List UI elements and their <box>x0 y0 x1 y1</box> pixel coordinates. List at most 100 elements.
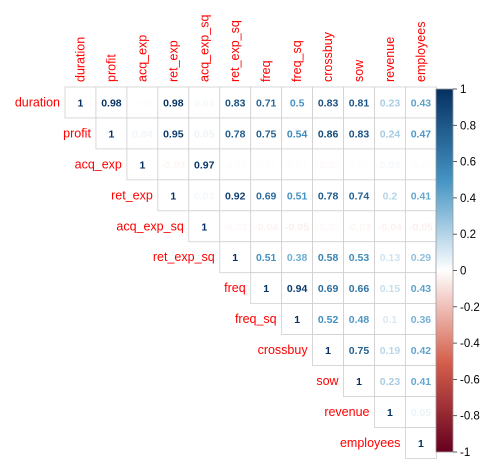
cell-value-acq_exp-revenue: 0.03 <box>380 159 401 171</box>
cell-freq-freq_sq <box>281 272 313 305</box>
cell-ret_exp_sq-ret_exp_sq <box>219 241 252 274</box>
colorbar-tick-label: 0.6 <box>460 157 476 169</box>
colorbar-tick-label: -0.8 <box>460 411 480 423</box>
cell-value-acq_exp_sq-ret_exp_sq: -0.02 <box>223 221 247 233</box>
cell-value-acq_exp-crossbuy: -0.02 <box>316 159 340 171</box>
cell-value-freq_sq-employees: 0.36 <box>411 314 432 326</box>
row-label-ret_exp_sq: ret_exp_sq <box>153 250 215 264</box>
row-label-acq_exp_sq: acq_exp_sq <box>116 219 183 233</box>
column-label-ret_exp: ret_exp <box>166 40 180 82</box>
column-label-profit: profit <box>104 54 118 82</box>
colorbar-tick-label: -1 <box>460 447 470 459</box>
cell-duration-profit <box>95 86 128 119</box>
cell-value-crossbuy-employees: 0.42 <box>411 345 432 357</box>
cell-value-duration-profit: 0.98 <box>101 97 122 109</box>
cell-profit-crossbuy <box>312 117 344 150</box>
cell-acq_exp_sq-ret_exp_sq <box>219 210 252 243</box>
cell-value-profit-employees: 0.47 <box>411 128 432 140</box>
cell-revenue-revenue <box>374 396 406 428</box>
cell-value-freq-freq: 1 <box>263 283 269 295</box>
cell-ret_exp-crossbuy <box>312 179 344 212</box>
cell-value-duration-sow: 0.81 <box>349 97 370 109</box>
cell-value-duration-duration: 1 <box>78 97 84 109</box>
cell-sow-revenue <box>374 365 406 397</box>
cell-value-profit-ret_exp: 0.95 <box>163 128 184 140</box>
cell-value-profit-freq: 0.75 <box>256 128 277 140</box>
cell-value-duration-employees: 0.43 <box>411 97 432 109</box>
cell-value-ret_exp-revenue: 0.2 <box>383 190 398 202</box>
cell-value-revenue-revenue: 1 <box>387 407 393 419</box>
cell-ret_exp-sow <box>343 179 375 212</box>
cell-freq_sq-freq_sq <box>281 303 313 335</box>
cell-ret_exp_sq-freq <box>250 241 283 274</box>
cell-value-ret_exp-freq: 0.69 <box>256 190 277 202</box>
cell-value-profit-crossbuy: 0.86 <box>318 128 339 140</box>
cell-value-profit-revenue: 0.24 <box>380 128 401 140</box>
cell-profit-acq_exp_sq <box>188 117 221 150</box>
cell-value-profit-sow: 0.83 <box>349 128 370 140</box>
cell-value-employees-employees: 1 <box>418 438 424 450</box>
cell-duration-acq_exp <box>126 86 159 119</box>
row-labels: duration profit acq_exp ret_exp acq_exp_sqre… <box>15 95 401 449</box>
cell-value-acq_exp_sq-employees: -0.05 <box>409 221 433 233</box>
cell-freq_sq-employees <box>405 303 437 335</box>
cell-acq_exp-crossbuy <box>312 148 344 181</box>
cell-value-profit-acq_exp: 0.04 <box>132 128 153 140</box>
cell-value-sow-revenue: 0.23 <box>380 376 401 388</box>
cell-value-acq_exp-freq_sq: 0.01 <box>287 159 308 171</box>
cell-value-crossbuy-revenue: 0.19 <box>380 345 401 357</box>
cell-value-revenue-employees: 0.05 <box>411 407 432 419</box>
cell-value-acq_exp-ret_exp: -0.03 <box>161 159 185 171</box>
cell-value-duration-freq_sq: 0.5 <box>290 97 305 109</box>
cell-value-duration-revenue: 0.23 <box>380 97 401 109</box>
cell-value-ret_exp-crossbuy: 0.78 <box>318 190 339 202</box>
cell-value-freq-crossbuy: 0.69 <box>318 283 339 295</box>
cell-profit-acq_exp <box>126 117 159 150</box>
cell-acq_exp-employees <box>405 148 437 181</box>
column-label-freq_sq: freq_sq <box>290 40 304 82</box>
row-label-crossbuy: crossbuy <box>258 343 309 357</box>
cell-value-freq_sq-sow: 0.48 <box>349 314 370 326</box>
colorbar-tick-label: 0 <box>460 266 466 278</box>
cell-value-ret_exp_sq-freq_sq: 0.38 <box>287 252 308 264</box>
column-label-crossbuy: crossbuy <box>321 31 335 82</box>
cell-value-freq_sq-revenue: 0.1 <box>383 314 398 326</box>
cell-duration-revenue <box>374 86 406 119</box>
cell-value-duration-ret_exp_sq: 0.83 <box>225 97 246 109</box>
cell-freq_sq-sow <box>343 303 375 335</box>
colorbar-tick-label: -0.6 <box>460 374 480 386</box>
cell-value-duration-acq_exp: 0.01 <box>132 97 153 109</box>
cell-value-acq_exp-freq: 0.01 <box>256 159 277 171</box>
column-label-employees: employees <box>414 22 428 82</box>
cell-value-ret_exp_sq-freq: 0.51 <box>256 252 277 264</box>
cell-acq_exp-sow <box>343 148 375 181</box>
matrix-cells: 1 0.98 0.01 0.98 0.03 0.83 0.71 0.5 0.83 0.81 0.23… <box>64 86 437 459</box>
column-label-acq_exp_sq: acq_exp_sq <box>197 15 211 82</box>
colorbar-tick-label: 0.2 <box>460 229 476 241</box>
cell-crossbuy-revenue <box>374 334 406 366</box>
colorbar: 1 0.8 0.6 0.4 0.2 0 -0.2 -0.4 -0.6 -0.8 -1 <box>435 84 480 459</box>
cell-acq_exp_sq-employees <box>405 210 437 243</box>
column-label-ret_exp_sq: ret_exp_sq <box>228 20 242 82</box>
cell-value-acq_exp_sq-sow: -0.03 <box>347 221 371 233</box>
cell-duration-sow <box>343 86 375 119</box>
cell-value-profit-freq_sq: 0.54 <box>287 128 308 140</box>
cell-value-freq-freq_sq: 0.94 <box>287 283 308 295</box>
colorbar-tick-label: -0.2 <box>460 302 480 314</box>
cell-freq-freq <box>250 272 283 305</box>
cell-value-ret_exp-acq_exp_sq: 0.03 <box>194 190 215 202</box>
cell-value-ret_exp-employees: 0.41 <box>411 190 432 202</box>
cell-value-acq_exp_sq-acq_exp_sq: 1 <box>201 221 207 233</box>
row-label-freq_sq: freq_sq <box>235 312 277 326</box>
cell-value-crossbuy-crossbuy: 1 <box>325 345 331 357</box>
column-labels: duration profit acq_exp ret_exp acq_exp_sq re… <box>73 15 427 82</box>
cell-value-acq_exp-employees: -0.01 <box>409 159 433 171</box>
cell-value-ret_exp-freq_sq: 0.51 <box>287 190 308 202</box>
cell-value-acq_exp_sq-freq_sq: -0.05 <box>285 221 309 233</box>
cell-ret_exp-employees <box>405 179 437 212</box>
cell-value-profit-acq_exp_sq: 0.05 <box>194 128 215 140</box>
cell-acq_exp-ret_exp_sq <box>219 148 252 181</box>
cell-value-ret_exp_sq-employees: 0.29 <box>411 252 432 264</box>
column-label-acq_exp: acq_exp <box>135 35 149 82</box>
cell-acq_exp_sq-revenue <box>374 210 406 243</box>
